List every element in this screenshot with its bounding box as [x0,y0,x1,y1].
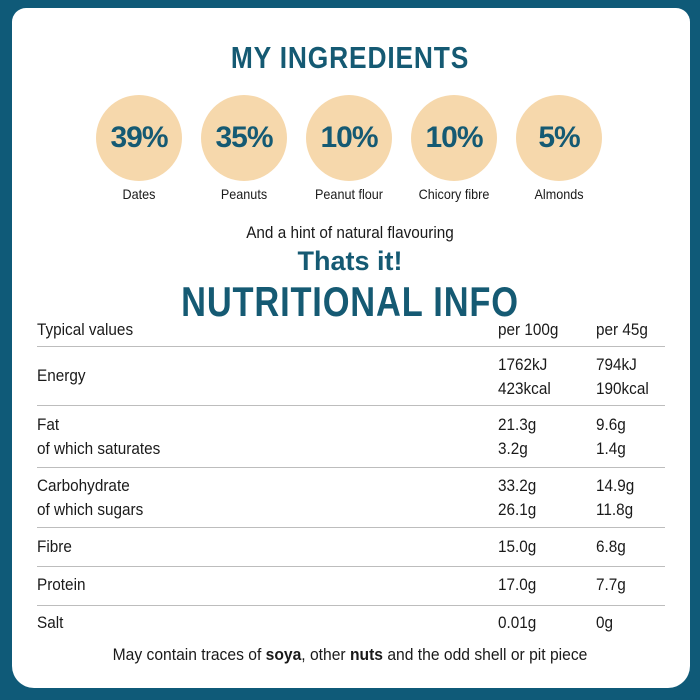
ingredient-name: Dates [122,186,156,202]
header-per-45g: per 45g [596,320,648,339]
value-per-45g: 7.7g [596,575,626,594]
value-per-100g: 1762kJ [498,355,548,374]
ingredient-name: Almonds [534,186,584,202]
row-divider [37,467,665,468]
ingredient-name: Peanuts [220,186,268,202]
row-divider [37,566,665,567]
value-per-45g: 6.8g [596,537,626,556]
value-per-45g: 11.8g [596,500,634,519]
nutrient-label: Fibre [37,537,72,556]
value-per-100g: 26.1g [498,500,537,519]
value-per-45g: 0g [596,613,614,632]
row-divider [37,405,665,406]
ingredients-title: My ingredients [230,40,470,75]
value-per-45g: 9.6g [596,415,626,434]
row-divider [37,346,665,347]
nutrient-label: Energy [37,366,86,385]
hint-text: And a hint of natural flavouring [246,223,454,242]
nutrient-label: Protein [37,575,86,594]
value-per-45g: 1.4g [596,439,626,458]
header-typical-values: Typical values [37,320,134,339]
nutrient-label: Carbohydrate [37,476,130,495]
allergen-note: May contain traces of soya, other nuts a… [112,645,588,664]
nutrient-label: of which sugars [37,500,144,519]
ingredient-percent-circle: 10% [411,95,497,181]
ingredient-name: Peanut flour [315,186,383,202]
ingredient-percent-circle: 5% [516,95,602,181]
nutrient-label: Fat [37,415,60,434]
value-per-100g: 0.01g [498,613,537,632]
value-per-45g: 794kJ [596,355,637,374]
ingredient-percent-circle: 39% [96,95,182,181]
ingredient-percent-circle: 35% [201,95,287,181]
thats-it-heading: Thats it! [297,246,403,276]
ingredient-name: Chicory fibre [418,186,490,202]
nutrient-label: Salt [37,613,64,632]
value-per-45g: 14.9g [596,476,635,495]
value-per-100g: 17.0g [498,575,537,594]
row-divider [37,605,665,606]
row-divider [37,527,665,528]
nutrition-title: Nutritional info [181,278,519,325]
nutrient-label: of which saturates [37,439,161,458]
header-per-100g: per 100g [498,320,559,339]
ingredient-percent-circle: 10% [306,95,392,181]
value-per-100g: 15.0g [498,537,537,556]
value-per-45g: 190kcal [596,379,649,398]
value-per-100g: 423kcal [498,379,551,398]
value-per-100g: 3.2g [498,439,528,458]
value-per-100g: 21.3g [498,415,537,434]
value-per-100g: 33.2g [498,476,537,495]
